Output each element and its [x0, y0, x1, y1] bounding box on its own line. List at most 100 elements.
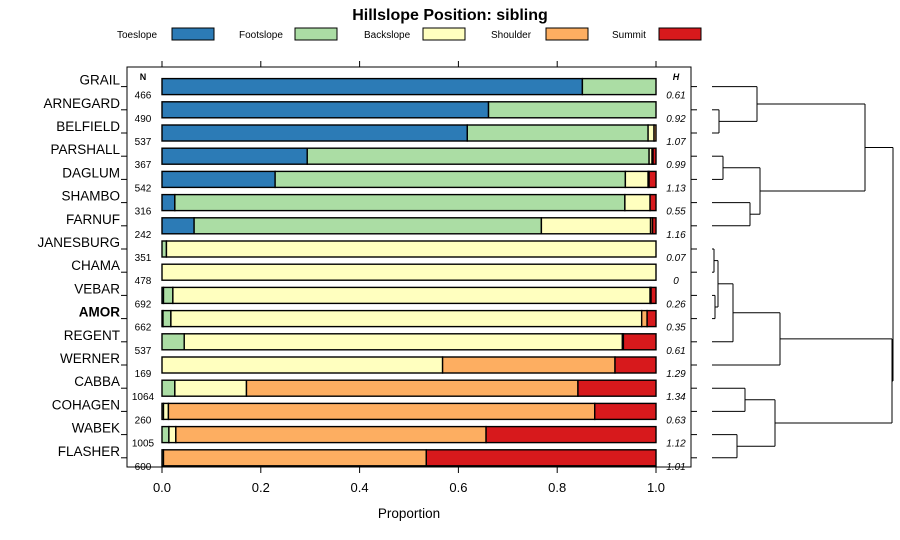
- n-value: 466: [135, 91, 152, 102]
- bar-wabek-footslope: [161, 425, 170, 444]
- n-value: 490: [135, 114, 152, 125]
- n-value: 692: [135, 299, 152, 310]
- n-value: 260: [135, 415, 152, 426]
- bar-shambo-summit: [649, 193, 657, 212]
- h-value: 0.55: [666, 207, 686, 218]
- bar-cabba-summit: [577, 379, 657, 397]
- bar-farnuf-footslope: [193, 217, 543, 235]
- bar-vebar-summit: [650, 286, 657, 305]
- category-label: WABEK: [72, 421, 120, 436]
- n-value: 316: [135, 207, 152, 218]
- h-value: 0.07: [666, 253, 686, 264]
- row-daglum: DAGLUM 542 1.13: [62, 165, 686, 194]
- x-tick-label: 0.6: [449, 480, 467, 495]
- bar-regent-summit: [622, 333, 657, 351]
- n-value: 1005: [132, 439, 155, 450]
- bar-amor-summit: [646, 309, 657, 328]
- bar-werner-summit: [614, 356, 657, 374]
- bar-cohagen-shoulder: [167, 402, 596, 421]
- h-value: 0.63: [666, 415, 686, 426]
- bar-shambo-footslope: [174, 193, 626, 212]
- bar-grail-toeslope: [161, 77, 584, 96]
- bar-belfield-toeslope: [161, 124, 468, 142]
- bar-parshall-summit: [652, 147, 657, 165]
- bar-regent-footslope: [161, 333, 185, 351]
- category-label: PARSHALL: [50, 142, 120, 157]
- legend-label-footslope: Footslope: [239, 30, 283, 41]
- row-janesburg: JANESBURG 351 0.07: [37, 235, 686, 264]
- bar-cohagen-summit: [594, 402, 657, 421]
- bar-janesburg-backslope: [165, 240, 657, 258]
- category-label: WERNER: [60, 351, 120, 366]
- legend-swatch-toeslope: [171, 27, 215, 41]
- n-value: 242: [135, 230, 152, 241]
- category-label: CABBA: [74, 374, 120, 389]
- legend-swatch-footslope: [294, 27, 338, 41]
- legend: Toeslope Footslope Backslope Shoulder Summit: [117, 27, 702, 41]
- bar-arnegard-footslope: [487, 101, 657, 119]
- bar-belfield-backslope: [647, 124, 655, 142]
- row-shambo: SHAMBO 316 0.55: [61, 189, 686, 218]
- h-value: 0: [673, 276, 679, 287]
- h-value: 0.99: [666, 160, 686, 171]
- category-label: BELFIELD: [56, 119, 120, 134]
- category-label: SHAMBO: [61, 189, 120, 204]
- h-column-header: H: [673, 72, 680, 82]
- h-value: 0.61: [666, 91, 685, 102]
- bar-flasher-shoulder: [162, 449, 427, 467]
- dendrogram: [712, 86, 894, 459]
- row-vebar: VEBAR 692 0.26: [74, 281, 686, 310]
- legend-label-backslope: Backslope: [364, 30, 411, 41]
- h-value: 1.13: [666, 183, 686, 194]
- bar-wabek-shoulder: [175, 425, 487, 444]
- bar-parshall-toeslope: [161, 147, 308, 165]
- bar-chama-backslope: [161, 263, 657, 281]
- h-value: 0.35: [666, 323, 686, 334]
- bar-cabba-shoulder: [245, 379, 579, 397]
- bar-amor-backslope: [170, 309, 643, 328]
- bar-belfield-shoulder: [653, 124, 657, 142]
- n-value: 537: [135, 346, 152, 357]
- bar-cabba-footslope: [161, 379, 176, 397]
- bar-vebar-backslope: [172, 286, 651, 305]
- bar-farnuf-summit: [651, 217, 657, 235]
- bar-werner-shoulder: [441, 356, 616, 374]
- x-tick-label: 1.0: [647, 480, 665, 495]
- h-value: 1.07: [666, 137, 686, 148]
- legend-swatch-shoulder: [545, 27, 589, 41]
- legend-label-toeslope: Toeslope: [117, 30, 157, 41]
- n-value: 1064: [132, 392, 155, 403]
- bar-daglum-backslope: [624, 170, 649, 189]
- category-label: COHAGEN: [52, 397, 120, 412]
- row-parshall: PARSHALL 367 0.99: [50, 142, 686, 171]
- h-value: 1.12: [666, 439, 686, 450]
- category-label: GRAIL: [79, 73, 120, 88]
- row-flasher: FLASHER 600 1.01: [58, 444, 686, 473]
- bar-daglum-toeslope: [161, 170, 276, 189]
- bar-farnuf-toeslope: [161, 217, 195, 235]
- row-cabba: CABBA 1064 1.34: [74, 374, 686, 403]
- legend-swatch-backslope: [422, 27, 466, 41]
- h-value: 1.01: [666, 462, 685, 473]
- x-axis: 0.0 0.2 0.4 0.6 0.8 1.0: [121, 61, 697, 495]
- bar-grail-footslope: [581, 77, 657, 96]
- h-value: 1.29: [666, 369, 686, 380]
- bar-vebar-footslope: [162, 286, 174, 305]
- x-tick-label: 0.2: [252, 480, 270, 495]
- row-grail: GRAIL 466 0.61: [79, 73, 685, 102]
- row-arnegard: ARNEGARD 490 0.92: [43, 96, 686, 125]
- h-value: 1.34: [666, 392, 686, 403]
- chart-title: Hillslope Position: sibling: [352, 7, 548, 24]
- bar-daglum-summit: [648, 170, 657, 189]
- category-label: FLASHER: [58, 444, 121, 459]
- n-value: 367: [135, 160, 152, 171]
- row-cohagen: COHAGEN 260 0.63: [52, 397, 686, 426]
- category-label: JANESBURG: [37, 235, 120, 250]
- legend-label-summit: Summit: [612, 30, 646, 41]
- bar-amor-footslope: [162, 309, 172, 328]
- category-label: CHAMA: [71, 258, 120, 273]
- bar-farnuf-backslope: [540, 217, 652, 235]
- x-tick-label: 0.0: [153, 480, 171, 495]
- h-value: 0.61: [666, 346, 685, 357]
